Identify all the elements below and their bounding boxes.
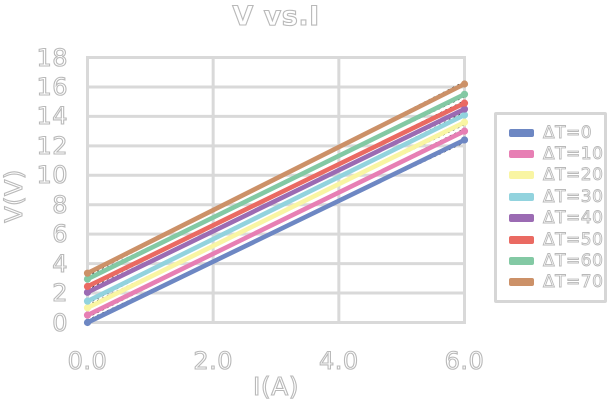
legend-label: ΔT=0 xyxy=(543,122,593,143)
series-marker xyxy=(83,288,92,296)
y-axis-tick-label: 16 xyxy=(36,72,68,101)
x-axis-tick-label: 4.0 xyxy=(318,346,359,375)
series-marker xyxy=(83,304,92,312)
legend-label: ΔT=10 xyxy=(543,144,604,165)
y-axis-tick-label: 18 xyxy=(36,43,68,72)
legend-swatch xyxy=(509,235,534,244)
legend-swatch xyxy=(509,171,534,180)
chart-title: V vs.I xyxy=(232,0,320,32)
legend-swatch xyxy=(509,214,534,223)
series-line xyxy=(85,112,467,304)
legend-label: ΔT=70 xyxy=(543,272,604,293)
series-line xyxy=(85,119,467,311)
series-marker xyxy=(460,99,469,107)
legend: ΔT=0 ΔT=10 ΔT=20 ΔT=30 ΔT=40 ΔT=50 ΔT=60 ΔT=70 xyxy=(494,112,607,304)
series-marker xyxy=(460,111,469,119)
legend-label: ΔT=30 xyxy=(543,186,604,207)
y-axis-tick-label: 10 xyxy=(36,161,68,190)
legend-item: ΔT=0 xyxy=(509,122,604,143)
legend-item: ΔT=40 xyxy=(509,208,604,229)
series-marker xyxy=(83,269,92,277)
legend-swatch xyxy=(509,128,534,137)
legend-swatch xyxy=(509,192,534,201)
legend-item: ΔT=60 xyxy=(509,250,604,271)
series-line xyxy=(85,92,467,282)
series-marker xyxy=(460,118,469,126)
plot-frame xyxy=(86,56,466,324)
y-axis-tick-label: 0 xyxy=(52,308,68,337)
legend-label: ΔT=40 xyxy=(543,208,604,229)
x-axis-label: I(A) xyxy=(252,371,299,401)
legend-swatch xyxy=(509,150,534,159)
legend-item: ΔT=10 xyxy=(509,143,604,165)
legend-items: ΔT=0 ΔT=10 ΔT=20 ΔT=30 ΔT=40 ΔT=50 ΔT=60 ΔT=70 xyxy=(509,122,604,293)
legend-label: ΔT=50 xyxy=(543,229,604,250)
x-axis-tick-label: 2.0 xyxy=(193,346,233,375)
series-marker xyxy=(83,297,92,305)
legend-item: ΔT=70 xyxy=(509,272,604,293)
y-axis-tick-label: 14 xyxy=(36,102,68,131)
legend-swatch xyxy=(509,278,534,287)
series-line xyxy=(85,128,467,318)
series-marker xyxy=(83,275,92,283)
y-axis-tick-label: 4 xyxy=(52,249,68,278)
y-axis-tick-label: 2 xyxy=(52,278,68,308)
series-marker xyxy=(460,136,469,144)
series-marker xyxy=(460,127,469,135)
legend-item: ΔT=20 xyxy=(509,165,604,186)
series-marker xyxy=(83,282,92,291)
x-axis-tick-label: 6.0 xyxy=(444,346,485,375)
legend-item: ΔT=50 xyxy=(509,229,604,250)
series-line xyxy=(85,137,467,325)
legend-label: ΔT=60 xyxy=(543,251,604,272)
legend-swatch xyxy=(509,257,534,266)
y-axis-tick-label: 8 xyxy=(52,190,68,219)
series-line xyxy=(85,100,467,289)
series-line xyxy=(85,81,467,276)
y-axis-tick-label: 12 xyxy=(36,131,68,160)
x-axis-tick-label: 0.0 xyxy=(67,346,108,375)
legend-label: ΔT=20 xyxy=(543,165,604,186)
series-marker xyxy=(83,311,92,319)
series-line xyxy=(85,106,467,295)
legend-item: ΔT=30 xyxy=(509,186,604,207)
series-marker xyxy=(460,80,469,88)
series-marker xyxy=(83,318,92,327)
series-marker xyxy=(460,90,469,98)
y-axis-tick-label: 6 xyxy=(52,220,68,249)
series-marker xyxy=(460,105,469,113)
